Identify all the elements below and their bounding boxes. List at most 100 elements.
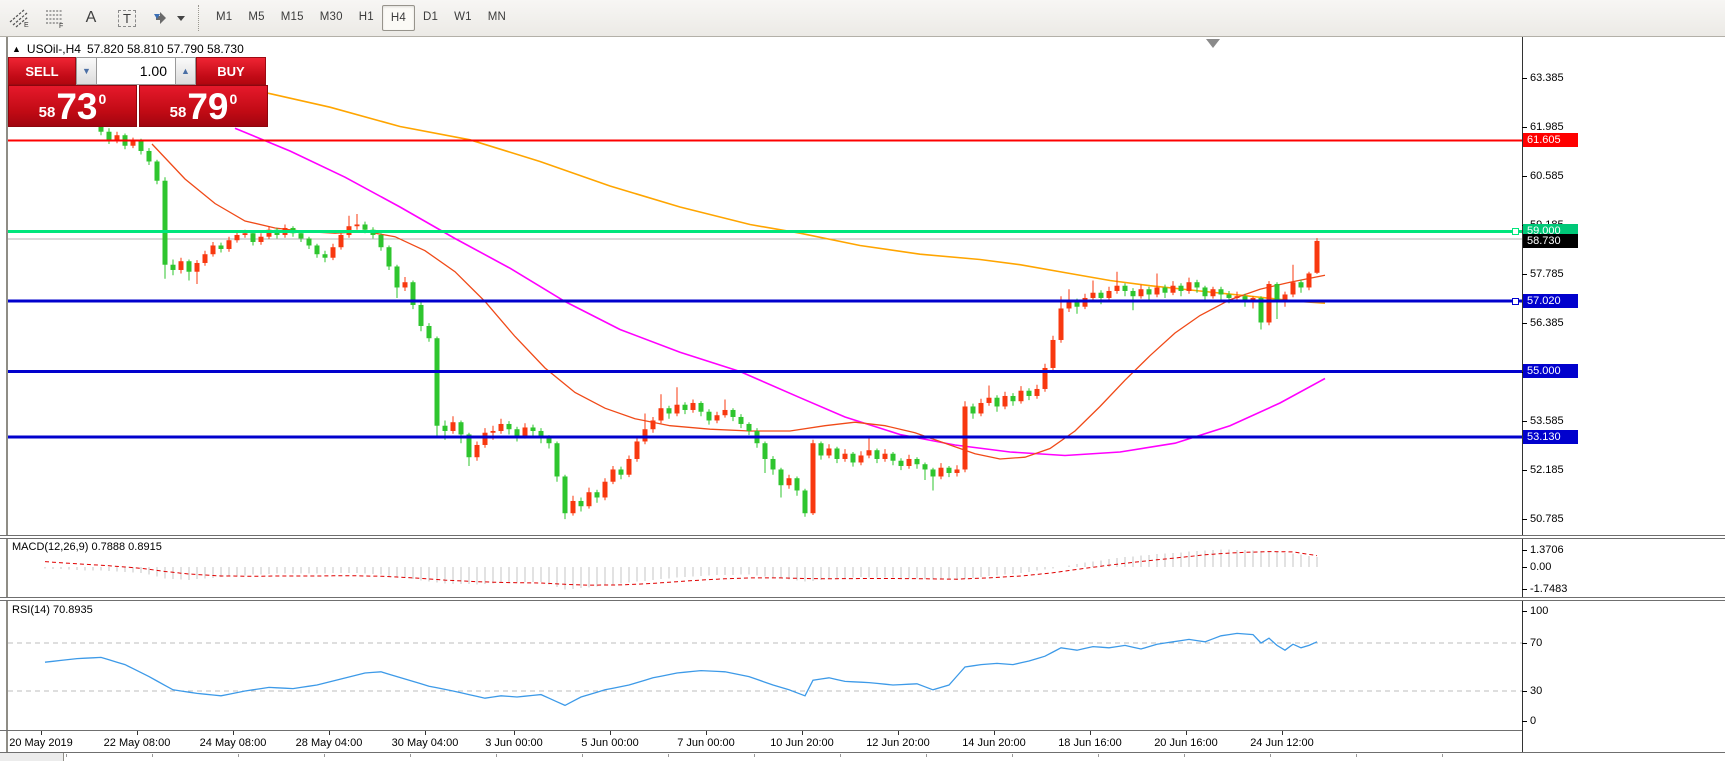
strip-tick	[496, 754, 497, 757]
candle-body	[402, 282, 408, 288]
candle-body	[1098, 292, 1104, 298]
candle-body	[722, 409, 728, 416]
candle-body	[450, 422, 456, 431]
strip-tick	[1270, 754, 1271, 757]
arrows-tool-icon[interactable]	[146, 4, 190, 32]
candle-body	[442, 425, 448, 431]
candle-body	[818, 443, 824, 456]
tf-button-H4[interactable]: H4	[381, 5, 415, 31]
buy-price-pip: 0	[229, 91, 238, 107]
line-handle[interactable]	[1512, 228, 1519, 236]
tf-button-M1[interactable]: M1	[216, 11, 233, 23]
buy-price-box[interactable]: 58 79 0	[139, 85, 268, 127]
price-tick-52.185: 52.185	[1530, 464, 1564, 476]
candle-body	[658, 408, 664, 421]
strip-tick	[1356, 754, 1357, 757]
candle-body	[330, 247, 336, 258]
candle-body	[210, 245, 216, 255]
candle-body	[514, 429, 520, 437]
strip-tick	[1012, 754, 1013, 757]
panel-separator-macd[interactable]	[0, 535, 1725, 539]
fibonacci-retracement-icon[interactable]: F	[38, 4, 72, 32]
candle-body	[1266, 283, 1272, 323]
candle-body	[978, 402, 984, 414]
candle-body	[1122, 285, 1128, 291]
candle-body	[1218, 289, 1224, 295]
candle-body	[890, 453, 896, 461]
candle-body	[538, 430, 544, 438]
line-handle[interactable]	[1512, 297, 1519, 305]
candle-body	[1146, 289, 1152, 295]
tf-button-M30[interactable]: M30	[319, 11, 343, 23]
volume-decrease-button[interactable]: ▼	[76, 57, 97, 85]
candle-body	[930, 469, 936, 477]
volume-increase-button[interactable]: ▲	[175, 57, 196, 85]
date-tick	[802, 731, 803, 735]
buy-price-int: 58	[169, 103, 187, 121]
candle-body	[1106, 290, 1112, 298]
tf-button-M5[interactable]: M5	[248, 11, 265, 23]
candle-body	[1314, 240, 1320, 273]
rsi-pane	[8, 632, 1522, 707]
equidistant-channel-icon[interactable]: E	[2, 4, 36, 32]
date-label: 5 Jun 00:00	[581, 737, 639, 749]
toolbar: E F A T M1 M5 M15 M30 H1 H4 D1 W1 MN	[0, 0, 1725, 37]
axis-tick	[1522, 323, 1527, 324]
candle-body	[1186, 282, 1192, 291]
candle-body	[1050, 339, 1056, 368]
candle-body	[322, 254, 328, 258]
one-click-trading-panel: SELL ▼ ▲ BUY 58 73 0 58 79 0	[8, 57, 268, 127]
candle-body	[1066, 301, 1072, 309]
price-badge-57.020: 57.020	[1523, 293, 1578, 308]
candle-body	[458, 422, 464, 435]
ma-mid-magenta	[234, 127, 1326, 457]
symbol-period-label: USOil-,H4	[26, 42, 81, 56]
buy-button[interactable]: BUY	[196, 57, 266, 85]
date-tick	[610, 731, 611, 735]
text-label-icon[interactable]: A	[85, 9, 97, 26]
candle-body	[154, 161, 160, 181]
date-tick	[1090, 731, 1091, 735]
date-tick	[514, 731, 515, 735]
sell-price-box[interactable]: 58 73 0	[8, 85, 137, 127]
candle-body	[1242, 296, 1248, 300]
text-box-icon[interactable]: T	[110, 4, 144, 32]
candle-body	[1010, 395, 1016, 402]
date-tick	[41, 731, 42, 735]
axis-tick	[1522, 611, 1527, 612]
tf-button-M15[interactable]: M15	[280, 11, 304, 23]
candle-body	[946, 467, 952, 473]
macd-tick-1.3706: 1.3706	[1530, 544, 1564, 556]
candle-body	[114, 135, 120, 141]
candle-body	[506, 423, 512, 430]
candle-body	[546, 437, 552, 444]
candle-body	[1090, 292, 1096, 298]
candle-body	[362, 224, 368, 230]
strip-tick	[668, 754, 669, 757]
tf-button-D1[interactable]: D1	[422, 11, 439, 23]
rsi-line	[44, 632, 1318, 707]
axis-tick	[1522, 691, 1527, 692]
volume-input[interactable]	[97, 57, 175, 85]
macd-label: MACD(12,26,9) 0.7888 0.8915	[12, 541, 162, 553]
candle-body	[1234, 296, 1240, 298]
panel-separator-rsi[interactable]	[0, 597, 1725, 601]
macd-pane	[44, 549, 1318, 590]
candle-body	[586, 492, 592, 507]
date-label: 3 Jun 00:00	[485, 737, 543, 749]
tf-button-MN[interactable]: MN	[487, 11, 507, 23]
date-tick	[898, 731, 899, 735]
tf-button-H1[interactable]: H1	[358, 11, 374, 23]
collapse-expand-icon[interactable]: ▲	[12, 43, 21, 54]
candle-body	[178, 261, 184, 270]
sell-button[interactable]: SELL	[8, 57, 76, 85]
bottom-scroll-strip[interactable]	[0, 752, 1725, 761]
candle-body	[970, 406, 976, 414]
main-chart-pane	[8, 74, 1522, 520]
candle-body	[738, 416, 744, 424]
tf-button-W1[interactable]: W1	[454, 11, 472, 23]
candle-body	[490, 430, 496, 433]
strip-tick	[840, 754, 841, 757]
strip-tick	[410, 754, 411, 757]
chart-shift-marker[interactable]	[1206, 39, 1220, 48]
